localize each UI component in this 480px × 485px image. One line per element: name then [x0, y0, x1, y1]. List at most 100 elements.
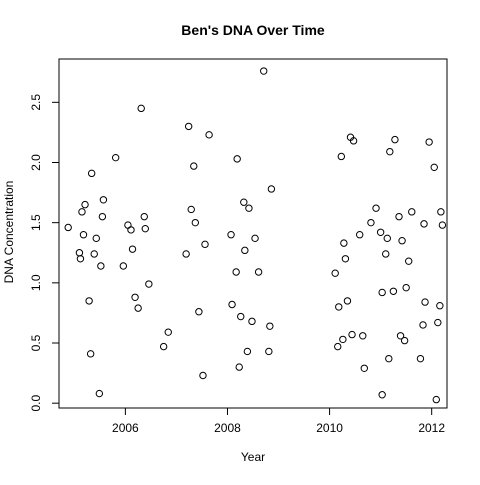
data-point — [419, 321, 427, 329]
y-tick-label: 0.5 — [29, 334, 43, 351]
data-point — [87, 169, 96, 178]
y-tick-label: 2.0 — [29, 154, 43, 171]
data-point — [232, 268, 240, 276]
data-point — [416, 354, 425, 363]
data-point — [245, 204, 253, 212]
data-point — [128, 245, 137, 253]
data-point — [95, 389, 104, 398]
data-point — [405, 257, 413, 265]
data-point — [164, 328, 172, 336]
data-point — [360, 364, 368, 372]
data-point — [437, 208, 445, 216]
data-point — [400, 336, 409, 345]
data-point — [436, 302, 444, 310]
data-point — [99, 196, 108, 204]
data-point — [391, 135, 399, 144]
data-point — [182, 250, 190, 258]
x-axis-label: Year — [241, 450, 265, 464]
data-point — [378, 391, 386, 399]
data-point — [199, 371, 207, 380]
data-point — [92, 234, 100, 243]
data-point — [343, 297, 352, 305]
data-point — [111, 153, 120, 162]
x-axis: 2006 2008 2010 2012 — [112, 407, 445, 435]
data-point — [97, 262, 105, 270]
y-axis-label: DNA Concentration — [2, 181, 16, 284]
data-point — [331, 269, 339, 277]
data-point — [233, 155, 241, 163]
chart-title: Ben's DNA Over Time — [181, 22, 325, 38]
y-tick-label: 1.5 — [29, 214, 43, 231]
data-point — [438, 221, 447, 229]
data-points — [64, 67, 447, 404]
data-point — [421, 298, 429, 306]
data-point — [425, 138, 433, 146]
data-point — [402, 283, 410, 292]
data-point — [265, 347, 273, 356]
data-point — [408, 208, 416, 216]
data-point — [243, 347, 252, 356]
data-point — [227, 231, 235, 239]
data-point — [201, 240, 209, 249]
data-point — [78, 208, 86, 216]
data-point — [334, 342, 342, 351]
data-point — [376, 228, 385, 236]
x-tick-label: 2012 — [418, 421, 445, 435]
data-point — [205, 131, 213, 139]
data-point — [79, 231, 88, 239]
x-tick-label: 2008 — [214, 421, 241, 435]
data-point — [430, 163, 438, 172]
data-point — [127, 226, 135, 234]
data-point — [137, 104, 145, 113]
data-point — [254, 268, 263, 276]
data-point — [131, 293, 139, 301]
data-point — [339, 335, 347, 344]
data-point — [64, 223, 72, 232]
data-point — [240, 198, 248, 206]
data-point — [395, 212, 403, 221]
y-axis: 0.0 0.5 1.0 1.5 2.0 2.5 — [29, 94, 60, 412]
data-point — [191, 218, 200, 227]
data-point — [98, 212, 107, 221]
data-point — [267, 185, 276, 193]
data-point — [76, 255, 85, 263]
data-point — [90, 250, 98, 258]
data-point — [241, 246, 249, 255]
data-point — [184, 122, 193, 131]
data-point — [119, 262, 128, 270]
data-point — [235, 363, 243, 371]
data-point — [349, 137, 358, 145]
data-point — [378, 288, 386, 297]
data-point — [383, 234, 391, 243]
data-point — [398, 237, 406, 245]
data-point — [86, 350, 95, 358]
data-point — [367, 218, 375, 227]
data-point — [187, 205, 195, 214]
data-point — [159, 342, 168, 351]
data-point — [248, 317, 256, 326]
data-point — [385, 354, 393, 363]
data-point — [335, 303, 343, 311]
y-tick-label: 1.0 — [29, 274, 43, 291]
data-point — [337, 152, 346, 161]
data-point — [396, 332, 405, 340]
data-point — [359, 332, 367, 340]
data-point — [420, 220, 428, 228]
data-point — [190, 162, 198, 170]
data-point — [372, 204, 380, 212]
x-tick-label: 2010 — [316, 421, 343, 435]
data-point — [434, 318, 442, 327]
data-point — [389, 287, 398, 295]
data-point — [382, 250, 390, 258]
data-point — [386, 147, 394, 156]
data-point — [85, 297, 93, 305]
data-point — [141, 224, 149, 233]
data-point — [228, 300, 236, 309]
data-point — [81, 200, 89, 209]
data-point — [195, 308, 203, 316]
x-tick-label: 2006 — [112, 421, 139, 435]
data-point — [348, 330, 356, 339]
